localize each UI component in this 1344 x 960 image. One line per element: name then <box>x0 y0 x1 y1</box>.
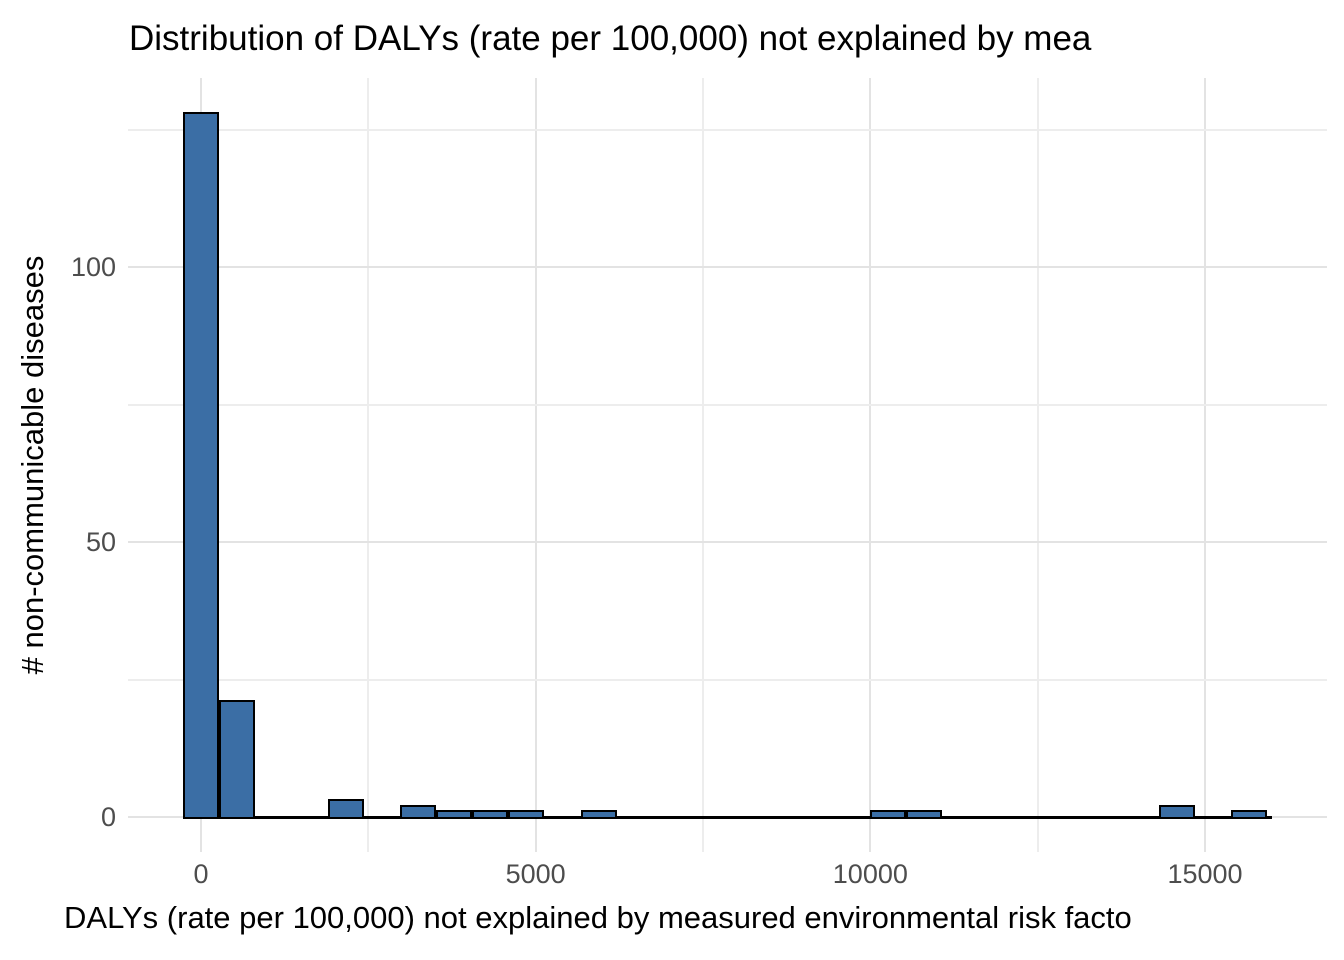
histogram-bar <box>1231 810 1268 819</box>
x-axis-label: DALYs (rate per 100,000) not explained b… <box>64 900 1132 935</box>
histogram-bar <box>219 700 256 819</box>
y-minor-gridline <box>128 678 1327 681</box>
histogram-bar <box>869 810 906 819</box>
histogram-bar <box>905 810 942 819</box>
histogram-bar <box>182 111 220 819</box>
y-tick-label: 50 <box>85 527 116 557</box>
y-major-gridline <box>128 541 1327 543</box>
x-tick-label: 15000 <box>1167 859 1243 889</box>
x-minor-gridline <box>701 78 704 852</box>
histogram-bar <box>508 810 545 819</box>
y-minor-gridline <box>128 128 1327 131</box>
histogram-bar <box>580 810 617 819</box>
chart-title: Distribution of DALYs (rate per 100,000)… <box>129 19 1092 58</box>
x-tick-label: 0 <box>193 859 209 889</box>
x-tick-label: 10000 <box>832 859 908 889</box>
x-major-gridline <box>869 78 872 852</box>
x-major-gridline <box>1203 78 1206 852</box>
plot-panel <box>128 78 1327 852</box>
histogram-bar <box>399 804 436 819</box>
histogram-bar <box>435 810 473 819</box>
histogram-bar <box>472 810 509 819</box>
x-major-gridline <box>534 78 537 852</box>
x-minor-gridline <box>367 78 370 852</box>
histogram-bar <box>1158 804 1195 819</box>
y-minor-gridline <box>128 403 1327 406</box>
zero-baseline <box>182 815 1272 819</box>
y-major-gridline <box>128 266 1327 268</box>
histogram-bar <box>327 799 364 819</box>
y-axis-label: # non-communicable diseases <box>15 255 50 675</box>
x-minor-gridline <box>1036 78 1039 852</box>
y-tick-label: 0 <box>100 802 116 832</box>
x-tick-label: 5000 <box>505 859 566 889</box>
y-tick-label: 100 <box>70 252 116 282</box>
